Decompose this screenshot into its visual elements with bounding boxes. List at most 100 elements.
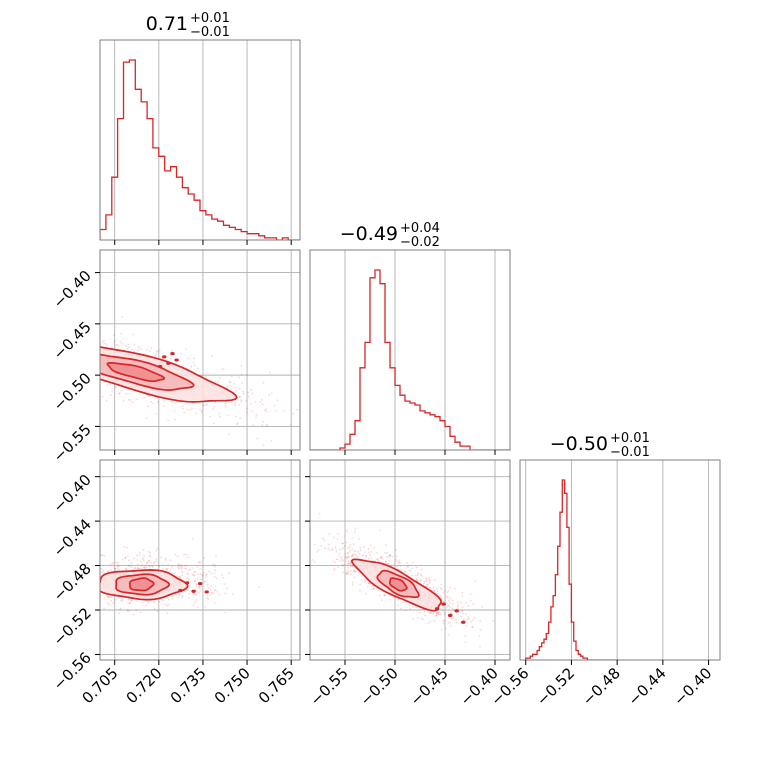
scatter-point: [358, 538, 361, 540]
scatter-point: [355, 554, 358, 557]
scatter-point: [238, 404, 241, 406]
scatter-point: [385, 556, 388, 558]
scatter-point: [430, 612, 432, 615]
scatter-point: [193, 364, 196, 367]
scatter-point: [96, 377, 98, 379]
scatter-point: [439, 612, 442, 615]
scatter-point: [346, 529, 349, 532]
scatter-point: [375, 558, 378, 561]
scatter-point: [33, 345, 35, 347]
scatter-point: [103, 554, 106, 557]
scatter-point: [198, 587, 201, 590]
scatter-point: [20, 323, 22, 325]
panel-2-1: −0.55 −0.50 −0.45 −0.40: [305, 459, 511, 709]
scatter-point: [417, 572, 419, 575]
scatter-point: [386, 551, 389, 554]
scatter-point: [423, 582, 425, 585]
scatter-point: [28, 354, 30, 356]
scatter-point: [250, 403, 252, 405]
scatter-point: [352, 543, 355, 546]
scatter-point: [420, 574, 423, 577]
scatter-point: [38, 322, 40, 324]
scatter-point: [28, 360, 30, 362]
scatter-point: [197, 586, 200, 589]
scatter-point: [86, 351, 88, 353]
scatter-point: [205, 574, 207, 576]
scatter-point: [121, 598, 124, 601]
scatter-point: [379, 529, 382, 532]
scatter-point: [94, 586, 96, 588]
scatter-point: [170, 565, 173, 568]
scatter-point: [95, 363, 97, 365]
scatter-point: [265, 408, 268, 410]
scatter-point: [186, 573, 189, 576]
scatter-point: [120, 607, 122, 610]
scatter-point: [34, 360, 36, 362]
scatter-point: [467, 615, 470, 618]
scatter-point: [178, 596, 180, 599]
scatter-point: [445, 595, 448, 597]
scatter-point: [442, 591, 445, 594]
scatter-point: [37, 338, 39, 340]
scatter-point: [147, 600, 149, 603]
scatter-point: [183, 553, 185, 556]
x-tick-label: −0.40: [670, 664, 715, 709]
scatter-point: [91, 578, 93, 580]
scatter-point: [15, 330, 17, 332]
x-tick-label: 0.765: [255, 664, 298, 707]
panel-plot-area: [310, 460, 510, 660]
scatter-point: [426, 583, 428, 586]
scatter-point: [187, 578, 190, 581]
scatter-point: [96, 382, 98, 384]
scatter-point: [395, 560, 398, 563]
scatter-point: [145, 417, 148, 419]
scatter-point: [395, 558, 397, 561]
scatter-point: [147, 564, 150, 567]
scatter-point: [84, 560, 86, 562]
scatter-point: [255, 414, 258, 416]
scatter-point: [199, 567, 201, 570]
panel-frame: [309, 249, 511, 451]
scatter-point: [81, 355, 83, 357]
scatter-point: [140, 565, 143, 568]
scatter-point: [411, 574, 414, 577]
scatter-point: [457, 601, 459, 604]
scatter-point: [62, 331, 64, 333]
scatter-point: [411, 618, 414, 620]
scatter-point: [64, 330, 66, 332]
panel-title: −0.50 +0.01−0.01: [550, 431, 650, 460]
scatter-point: [122, 399, 125, 402]
scatter-point: [368, 582, 371, 585]
scatter-point: [52, 583, 54, 585]
scatter-point: [171, 400, 174, 403]
scatter-point: [295, 408, 298, 411]
scatter-point: [408, 569, 411, 572]
scatter-point: [447, 604, 449, 607]
scatter-point: [369, 554, 371, 556]
scatter-point: [380, 599, 383, 602]
scatter-point: [125, 345, 127, 347]
scatter-point: [199, 573, 202, 576]
scatter-point: [344, 556, 347, 559]
scatter-point: [38, 327, 40, 329]
scatter-point: [58, 575, 60, 577]
scatter-point: [106, 596, 109, 599]
scatter-point: [251, 410, 254, 413]
scatter-point: [103, 339, 105, 342]
scatter-point: [4, 344, 6, 346]
scatter-point: [352, 569, 355, 572]
scatter-point: [399, 564, 402, 567]
scatter-point: [388, 556, 390, 558]
scatter-point: [466, 618, 469, 621]
scatter-point: [181, 565, 184, 568]
scatter-point: [209, 589, 212, 592]
scatter-point: [154, 354, 157, 357]
scatter-point: [238, 396, 241, 399]
scatter-point: [331, 547, 334, 550]
scatter-point: [446, 591, 449, 594]
scatter-point: [96, 338, 98, 340]
scatter-point: [399, 561, 401, 564]
contour-island: [204, 590, 209, 594]
scatter-point: [443, 619, 446, 622]
